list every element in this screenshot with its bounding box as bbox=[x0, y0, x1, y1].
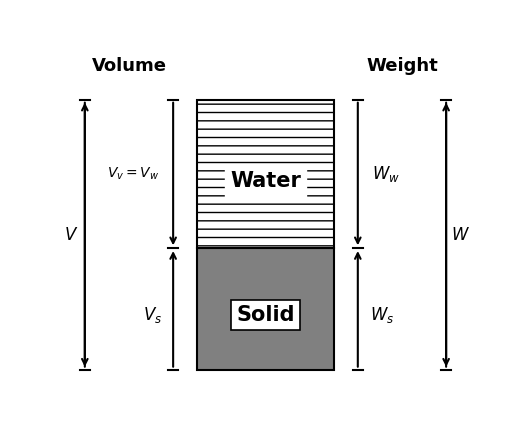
Text: $W_w$: $W_w$ bbox=[372, 164, 400, 184]
Text: $W$: $W$ bbox=[451, 226, 470, 244]
Text: Solid: Solid bbox=[236, 305, 295, 325]
Text: $V$: $V$ bbox=[64, 226, 78, 244]
Text: Weight: Weight bbox=[366, 57, 438, 75]
Text: $V_v = V_w$: $V_v = V_w$ bbox=[107, 166, 159, 182]
Text: $V_s$: $V_s$ bbox=[143, 305, 163, 325]
Text: Water: Water bbox=[230, 171, 301, 191]
Text: $W_s$: $W_s$ bbox=[370, 305, 394, 325]
Bar bbox=[197, 248, 334, 370]
Bar bbox=[197, 100, 334, 248]
Text: Volume: Volume bbox=[92, 57, 166, 75]
